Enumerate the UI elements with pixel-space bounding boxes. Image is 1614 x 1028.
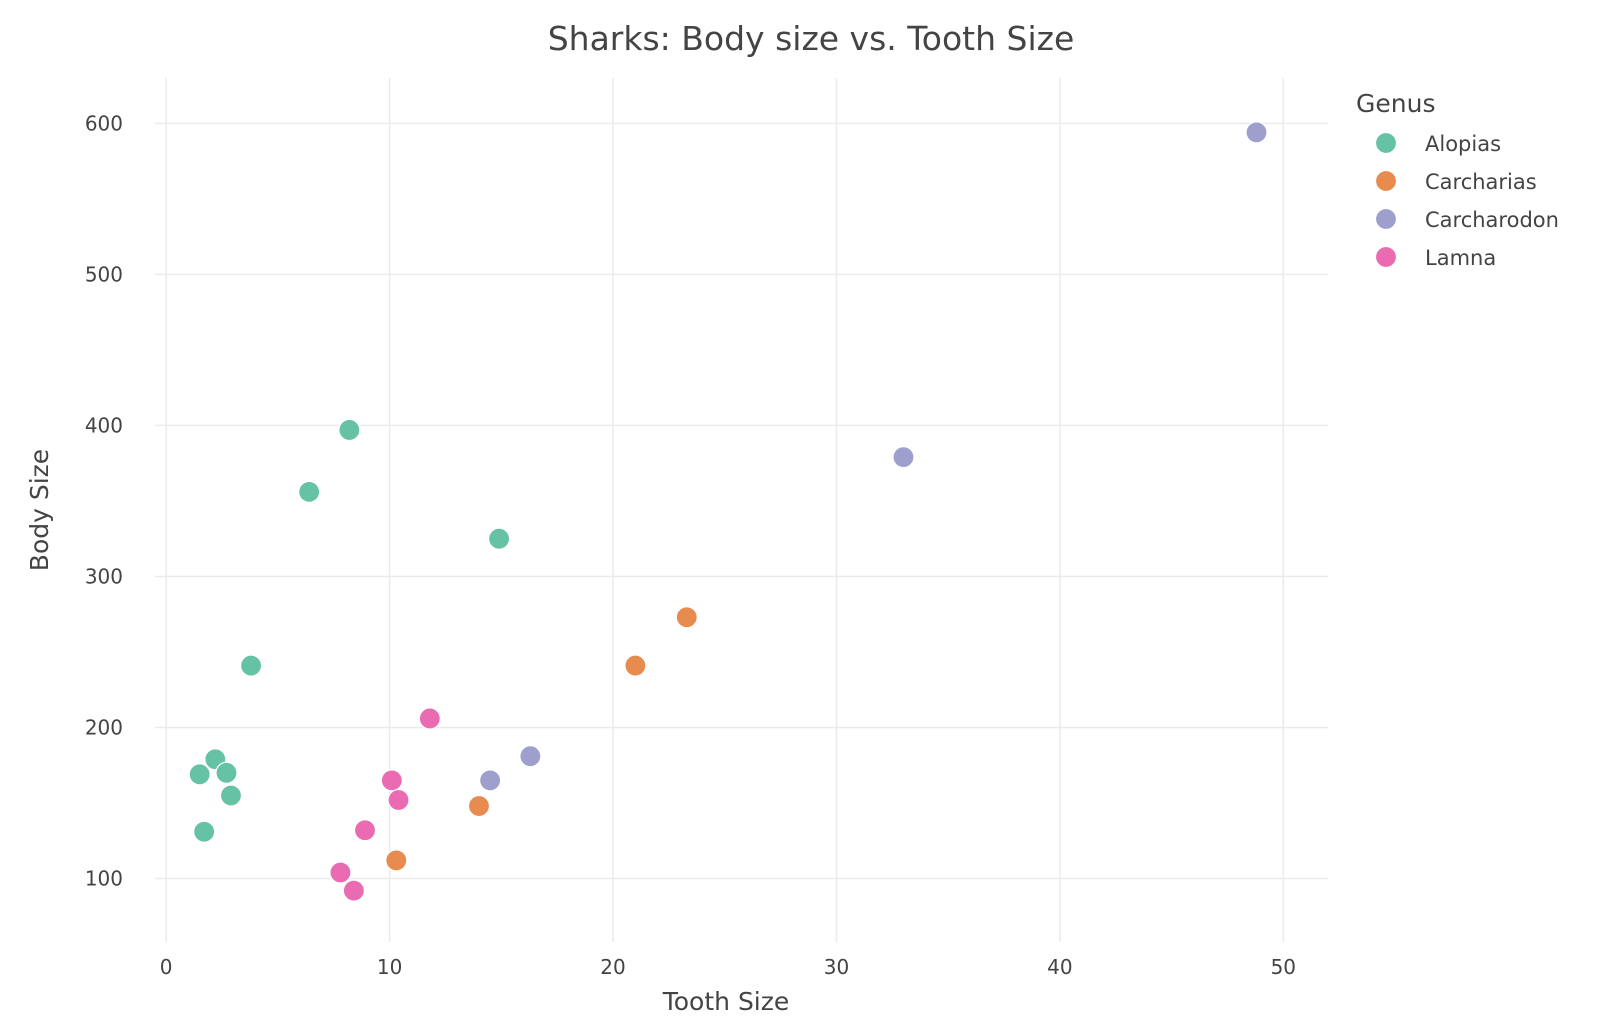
data-point bbox=[239, 654, 263, 677]
data-point bbox=[298, 480, 321, 503]
legend-item-carcharias[interactable]: Carcharias bbox=[1374, 169, 1537, 194]
y-axis-title: Body Size bbox=[25, 449, 54, 571]
legend-marker bbox=[1374, 207, 1398, 231]
data-point bbox=[467, 794, 491, 818]
y-tick-label: 400 bbox=[85, 413, 123, 437]
legend: Genus Alopias Carcharias Carcharodon Lamna bbox=[1356, 89, 1559, 270]
data-point bbox=[215, 761, 238, 784]
data-point bbox=[675, 606, 698, 629]
plot-area bbox=[188, 121, 1268, 902]
data-point bbox=[193, 820, 216, 843]
legend-title: Genus bbox=[1356, 89, 1435, 118]
series-alopias bbox=[188, 418, 511, 843]
data-point bbox=[385, 849, 408, 872]
legend-label: Carcharias bbox=[1425, 170, 1537, 194]
legend-item-alopias[interactable]: Alopias bbox=[1374, 131, 1502, 156]
legend-label: Carcharodon bbox=[1425, 208, 1559, 232]
x-tick-label: 40 bbox=[1047, 955, 1072, 979]
legend-item-lamna[interactable]: Lamna bbox=[1374, 245, 1497, 270]
data-point bbox=[1245, 121, 1268, 144]
x-axis-ticks: 0 10 20 30 40 50 bbox=[160, 955, 1296, 979]
data-point bbox=[892, 446, 915, 469]
y-tick-label: 500 bbox=[85, 262, 123, 286]
legend-marker bbox=[1374, 131, 1398, 155]
data-point bbox=[188, 763, 211, 786]
y-tick-label: 300 bbox=[85, 564, 123, 588]
legend-marker bbox=[1374, 245, 1398, 269]
x-axis-title: Tooth Size bbox=[662, 987, 790, 1016]
legend-label: Lamna bbox=[1425, 246, 1496, 270]
y-tick-label: 200 bbox=[85, 716, 123, 740]
data-point bbox=[479, 769, 502, 792]
data-point bbox=[418, 707, 441, 730]
data-point bbox=[487, 527, 511, 550]
x-tick-label: 30 bbox=[824, 955, 849, 979]
legend-item-carcharodon[interactable]: Carcharodon bbox=[1374, 207, 1559, 232]
x-tick-label: 50 bbox=[1271, 955, 1296, 979]
data-point bbox=[219, 784, 243, 807]
data-point bbox=[342, 879, 365, 902]
chart-title: Sharks: Body size vs. Tooth Size bbox=[548, 19, 1075, 58]
data-point bbox=[519, 745, 542, 768]
y-axis-ticks: 100 200 300 400 500 600 bbox=[85, 111, 123, 890]
series-lamna bbox=[329, 707, 441, 902]
data-point bbox=[380, 769, 403, 792]
data-point bbox=[387, 788, 410, 812]
series-carcharias bbox=[385, 606, 698, 872]
legend-marker bbox=[1374, 169, 1398, 193]
x-tick-label: 20 bbox=[600, 955, 625, 979]
x-tick-label: 0 bbox=[160, 955, 173, 979]
y-tick-label: 600 bbox=[85, 111, 123, 135]
data-point bbox=[338, 418, 361, 442]
y-tick-label: 100 bbox=[85, 867, 123, 891]
series-carcharodon bbox=[479, 121, 1268, 792]
grid bbox=[155, 78, 1328, 942]
data-point bbox=[353, 819, 377, 842]
data-point bbox=[329, 861, 352, 884]
x-tick-label: 10 bbox=[377, 955, 402, 979]
data-point bbox=[624, 654, 647, 677]
legend-label: Alopias bbox=[1425, 132, 1501, 156]
